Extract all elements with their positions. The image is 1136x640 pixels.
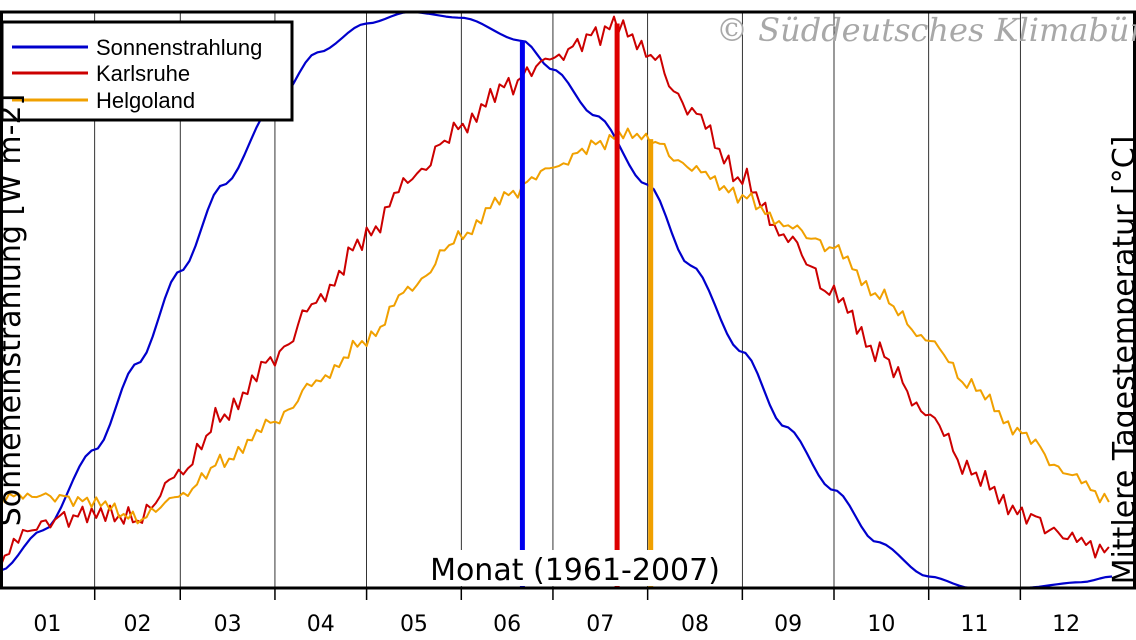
tick-label-08: 08 <box>681 612 709 637</box>
tick-label-05: 05 <box>400 612 428 637</box>
tick-label-02: 02 <box>123 612 151 637</box>
tick-label-11: 11 <box>961 612 989 637</box>
legend-label-sonnenstrahlung: Sonnenstrahlung <box>96 35 262 60</box>
legend: Sonnenstrahlung Karlsruhe Helgoland <box>0 20 294 122</box>
legend-label-helgoland: Helgoland <box>96 88 195 113</box>
tick-label-03: 03 <box>214 612 242 637</box>
series-line-sonnenstrahlung <box>0 10 1113 590</box>
legend-box <box>0 20 294 122</box>
tick-label-06: 06 <box>493 612 521 637</box>
tick-label-07: 07 <box>586 612 614 637</box>
x-axis-title: Monat (1961-2007) <box>430 553 720 588</box>
tick-label-01: 01 <box>33 612 61 637</box>
series-line-helgoland <box>0 127 1110 525</box>
left-y-axis-title: Sonneneinstrahlung [W m-2] <box>0 94 28 527</box>
series-layer <box>0 10 1113 590</box>
marker-layer <box>519 23 654 588</box>
copyright-watermark: © Süddeutsches Klimabüro <box>716 11 1136 49</box>
tick-label-10: 10 <box>867 612 895 637</box>
tick-label-12: 12 <box>1052 612 1080 637</box>
tick-label-09: 09 <box>774 612 802 637</box>
legend-label-karlsruhe: Karlsruhe <box>96 61 190 86</box>
x-axis-ticks: 01 02 03 04 05 06 07 08 09 10 11 12 <box>33 588 1080 637</box>
series-line-karlsruhe <box>0 15 1110 569</box>
tick-label-04: 04 <box>307 612 335 637</box>
plot-frame <box>0 10 1136 590</box>
right-y-axis-title: Mittlere Tagestemperatur [°C] <box>1107 136 1136 585</box>
xlabel-background <box>424 550 726 586</box>
